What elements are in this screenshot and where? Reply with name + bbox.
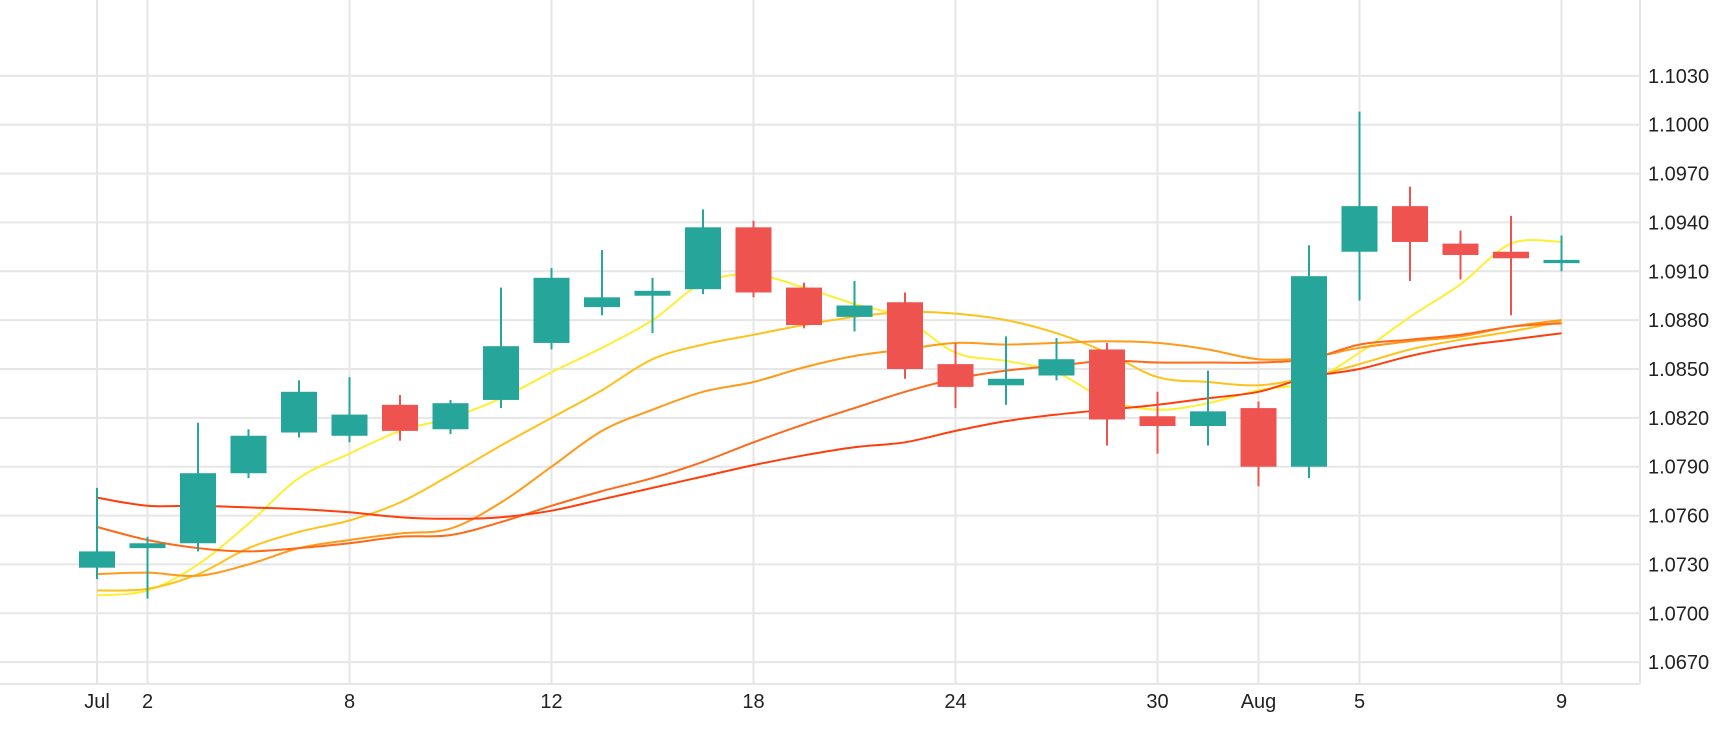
y-tick-label: 1.0730 bbox=[1648, 554, 1709, 576]
candle-body bbox=[634, 290, 671, 296]
x-tick-label: 2 bbox=[142, 691, 153, 713]
x-tick-label: Aug bbox=[1241, 691, 1277, 713]
moving-average-line bbox=[96, 319, 1562, 578]
candle-body bbox=[533, 277, 570, 343]
candle-body bbox=[1543, 259, 1580, 264]
x-tick-label: 12 bbox=[540, 691, 562, 713]
y-tick-label: 1.0940 bbox=[1648, 212, 1709, 234]
x-tick-label: 18 bbox=[742, 691, 764, 713]
y-tick-label: 1.0790 bbox=[1648, 457, 1709, 479]
y-tick-label: 1.0670 bbox=[1648, 652, 1709, 674]
y-tick-label: 1.0760 bbox=[1648, 506, 1709, 528]
x-tick-label: 30 bbox=[1146, 691, 1168, 713]
candle-body bbox=[281, 391, 317, 433]
y-tick-label: 1.1030 bbox=[1648, 66, 1709, 88]
candle-body bbox=[331, 414, 368, 436]
candle-body bbox=[79, 551, 115, 568]
candle-body bbox=[1291, 276, 1327, 467]
candle-body bbox=[735, 227, 772, 293]
y-tick-label: 1.0970 bbox=[1648, 164, 1709, 186]
x-tick-label: 8 bbox=[344, 691, 355, 713]
candle-body bbox=[1038, 359, 1075, 376]
candle-body bbox=[786, 287, 822, 326]
x-tick-label: 24 bbox=[944, 691, 966, 713]
candle-body bbox=[988, 378, 1024, 386]
candles bbox=[79, 111, 1580, 599]
y-tick-label: 1.1000 bbox=[1648, 115, 1709, 137]
y-tick-label: 1.0820 bbox=[1648, 408, 1709, 430]
candle-body bbox=[1240, 408, 1277, 467]
moving-average-line bbox=[96, 322, 1562, 553]
x-tick-label: Jul bbox=[84, 691, 110, 713]
grid-lines bbox=[0, 0, 1641, 685]
x-tick-label: 5 bbox=[1354, 691, 1365, 713]
candle-body bbox=[1190, 411, 1226, 426]
candle-body bbox=[685, 227, 721, 290]
x-axis: Jul 2 8 12 18 24 30 Aug 5 9 bbox=[84, 691, 1567, 713]
candle-body bbox=[1493, 251, 1529, 259]
candle-body bbox=[887, 302, 923, 369]
candle-body bbox=[836, 305, 873, 317]
y-axis: 1.0670 1.0700 1.0730 1.0760 1.0790 1.0820 1.08… bbox=[1648, 66, 1709, 674]
y-tick-label: 1.0700 bbox=[1648, 603, 1709, 625]
candle-body bbox=[483, 346, 519, 400]
candle-body bbox=[180, 473, 216, 544]
candle-body bbox=[382, 404, 418, 431]
candle-body bbox=[230, 435, 267, 474]
candle-body bbox=[1089, 349, 1125, 420]
candle-body bbox=[432, 403, 469, 430]
candle-body bbox=[937, 364, 974, 387]
y-tick-label: 1.0850 bbox=[1648, 359, 1709, 381]
x-tick-label: 9 bbox=[1556, 691, 1567, 713]
y-tick-label: 1.0880 bbox=[1648, 310, 1709, 332]
candle-body bbox=[584, 297, 620, 308]
candle-body bbox=[1392, 206, 1428, 242]
candle-body bbox=[129, 543, 166, 549]
candle-body bbox=[1139, 416, 1176, 426]
candle-body bbox=[1341, 206, 1378, 252]
candle-body bbox=[1442, 243, 1479, 255]
y-tick-label: 1.0910 bbox=[1648, 261, 1709, 283]
